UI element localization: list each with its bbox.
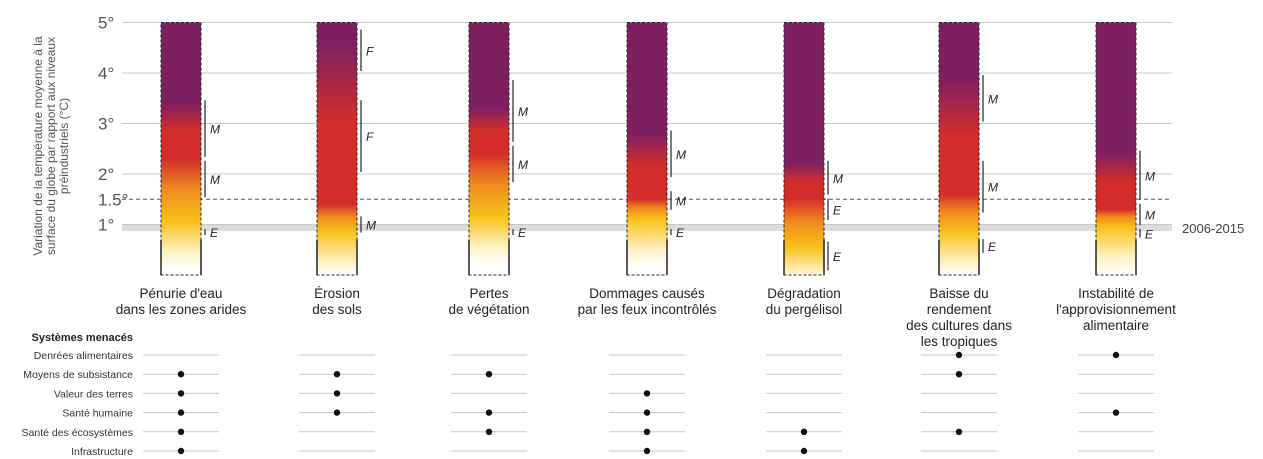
system-dot: [800, 447, 808, 455]
confidence-label: M: [833, 172, 843, 186]
y-tick-label: 1.5°: [98, 190, 128, 209]
category-label: Pertes: [469, 286, 508, 301]
confidence-label: M: [988, 92, 998, 106]
system-label: Santé humaine: [62, 408, 133, 420]
systems-title: Systèmes menacés: [31, 332, 133, 344]
system-dot: [177, 390, 185, 397]
confidence-label: E: [518, 226, 527, 240]
system-dot: [333, 390, 341, 397]
risk-bar-outline: [938, 22, 980, 276]
category-label: Érosion: [314, 286, 360, 301]
confidence-label: M: [518, 158, 528, 172]
risk-bar: [627, 22, 667, 275]
category-label: Pénurie d'eau: [140, 286, 223, 301]
system-dot: [955, 351, 963, 359]
confidence-label: M: [676, 195, 686, 209]
category-label: rendement: [927, 302, 992, 317]
system-dot: [1112, 351, 1120, 359]
risk-bar-outline: [783, 22, 825, 276]
system-dot: [177, 428, 185, 435]
confidence-label: E: [676, 226, 685, 240]
risk-bar: [1096, 22, 1136, 275]
systems-table: Systèmes menacés Denrées alimentaires Moye…: [22, 332, 1154, 458]
risk-bar: [317, 22, 357, 275]
category-label: Dommages causés: [589, 286, 705, 301]
system-dot: [955, 428, 963, 435]
category-label: Dégradation: [767, 286, 841, 301]
y-tick-label: 1°: [98, 216, 114, 235]
confidence-label: M: [210, 123, 220, 137]
system-label: Infrastructure: [71, 446, 133, 458]
confidence-label: M: [676, 148, 686, 162]
category-label: l'approvisionnement: [1056, 302, 1176, 317]
system-dot: [485, 371, 493, 378]
confidence-label: E: [833, 203, 842, 217]
risk-bar-outline: [626, 22, 668, 276]
category-label: de végétation: [448, 302, 529, 317]
system-dot: [643, 447, 651, 455]
system-label: Moyens de subsistance: [23, 369, 133, 381]
system-dot: [643, 390, 651, 397]
confidence-label: E: [1145, 227, 1154, 241]
system-dot: [333, 371, 341, 378]
y-axis-title: surface du globe par rapport aux niveaux: [44, 37, 58, 255]
category-label: par les feux incontrôlés: [578, 302, 717, 317]
system-dot: [643, 428, 651, 435]
category-label: des sols: [312, 302, 362, 317]
system-dot: [177, 409, 185, 416]
y-tick-label: 5°: [98, 14, 114, 33]
risk-bar-outline: [1095, 22, 1137, 276]
system-dot: [800, 428, 808, 435]
confidence-label: M: [1145, 169, 1155, 183]
confidence-label: M: [210, 173, 220, 187]
category-label: alimentaire: [1083, 318, 1149, 333]
system-dot: [1112, 409, 1120, 416]
y-axis: 5° 4° 3° 2° 1.5° 1° Variation de la températur…: [31, 14, 128, 256]
category-label: les tropiques: [921, 334, 998, 349]
system-label: Denrées alimentaires: [34, 350, 133, 362]
confidence-label: M: [1145, 208, 1155, 222]
risk-bar: [784, 22, 824, 275]
y-tick-label: 2°: [98, 165, 114, 184]
category-label: Baisse du: [929, 286, 988, 301]
y-axis-title: Variation de la température moyenne à la: [31, 36, 45, 256]
system-dot: [643, 409, 651, 416]
confidence-label: M: [988, 181, 998, 195]
confidence-label: M: [366, 219, 376, 233]
y-axis-title: préindustriels (°C): [57, 98, 71, 194]
system-dot: [177, 371, 185, 378]
risk-bar: [469, 22, 509, 275]
category-label: du pergélisol: [766, 302, 843, 317]
system-dot: [485, 409, 493, 416]
category-label: dans les zones arides: [116, 302, 247, 317]
y-tick-label: 4°: [98, 64, 114, 83]
reference-band-label: 2006-2015: [1182, 221, 1244, 236]
category-label: Instabilité de: [1078, 286, 1154, 301]
system-label: Santé des écosystèmes: [22, 427, 133, 439]
system-dot: [333, 409, 341, 416]
confidence-label: E: [833, 250, 842, 264]
confidence-label: E: [988, 240, 997, 254]
risk-bar: [161, 22, 201, 275]
y-tick-label: 3°: [98, 115, 114, 134]
risk-bar-outline: [160, 22, 202, 276]
confidence-label: M: [518, 105, 528, 119]
risk-bar-outline: [316, 22, 358, 276]
system-dot: [177, 447, 185, 455]
system-dot: [485, 428, 493, 435]
risk-bar-outline: [468, 22, 510, 276]
risk-bar: [939, 22, 979, 275]
system-label: Valeur des terres: [54, 388, 133, 400]
category-label: des cultures dans: [906, 318, 1012, 333]
confidence-label: E: [210, 226, 219, 240]
system-dot: [955, 371, 963, 378]
confidence-label: F: [366, 130, 374, 144]
confidence-label: F: [366, 44, 374, 58]
